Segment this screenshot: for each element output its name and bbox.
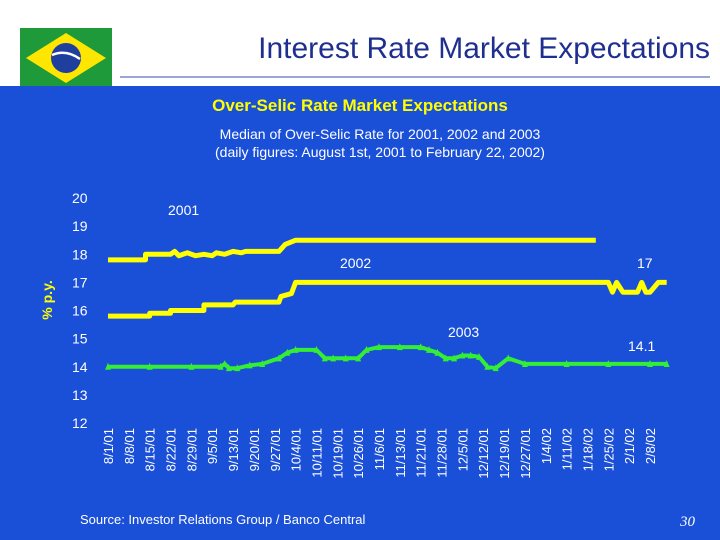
x-tick-label: 12/19/01: [497, 428, 512, 479]
x-tick-label: 1/18/02: [580, 428, 595, 471]
series-marker-2003: [459, 351, 466, 359]
chart-title: Over-Selic Rate Market Expectations: [212, 96, 508, 115]
series-end-label-2003: 14.1: [628, 338, 655, 354]
series-label-2001: 2001: [168, 202, 199, 218]
x-tick-label: 8/15/01: [143, 428, 158, 471]
x-tick-label: 9/27/01: [268, 428, 283, 471]
x-tick-label: 10/19/01: [330, 428, 345, 479]
chart-panel: [0, 86, 720, 540]
series-marker-2003: [376, 343, 382, 351]
series-marker-2003: [417, 343, 424, 351]
series-end-label-2002: 17: [637, 255, 653, 271]
y-tick-label: 19: [72, 218, 88, 234]
series-marker-2003: [225, 364, 232, 372]
x-tick-label: 2/8/02: [643, 428, 658, 464]
x-tick-label: 8/8/01: [122, 428, 137, 464]
series-marker-2003: [330, 354, 337, 362]
x-tick-label: 10/4/01: [289, 428, 304, 471]
series-marker-2003: [146, 362, 153, 370]
series-marker-2003: [321, 354, 328, 362]
x-tick-label: 9/13/01: [226, 428, 241, 471]
series-marker-2003: [663, 359, 670, 367]
source-note: Source: Investor Relations Group / Banco…: [80, 512, 366, 527]
chart-subtitle-line1: Median of Over-Selic Rate for 2001, 2002…: [219, 126, 541, 142]
brazil-flag-icon: [20, 28, 112, 88]
chart-subtitle: Median of Over-Selic Rate for 2001, 2002…: [0, 125, 720, 161]
x-tick-label: 11/28/01: [435, 428, 450, 478]
x-tick-label: 9/20/01: [247, 428, 262, 471]
series-marker-2003: [647, 359, 653, 367]
chart-subtitle-line2: (daily figures: August 1st, 2001 to Febr…: [215, 144, 545, 160]
x-tick-label: 2/1/02: [622, 428, 637, 464]
series-marker-2003: [342, 354, 349, 362]
x-tick-label: 12/27/01: [518, 428, 533, 479]
x-tick-label: 8/29/01: [184, 428, 199, 471]
title-bar: Interest Rate Market Expectations: [0, 0, 720, 88]
y-tick-label: 18: [72, 246, 88, 262]
series-line-2001: [108, 237, 596, 263]
series-marker-2003: [521, 359, 528, 367]
series-marker-2003: [476, 352, 483, 360]
x-tick-label: 10/26/01: [351, 428, 366, 479]
y-tick-label: 15: [72, 331, 88, 347]
series-marker-2003: [442, 354, 449, 362]
x-tick-label: 8/1/01: [101, 428, 116, 464]
series-marker-2003: [434, 348, 441, 356]
x-tick-label: 1/4/02: [539, 428, 554, 464]
series-marker-2003: [355, 354, 362, 362]
x-tick-label: 1/25/02: [601, 428, 616, 471]
series-marker-2003: [426, 345, 433, 353]
x-tick-label: 12/5/01: [455, 428, 470, 471]
series-marker-2003: [259, 359, 266, 367]
series-marker-2003: [188, 362, 195, 370]
series-marker-2003: [484, 362, 491, 370]
series-marker-2003: [275, 354, 282, 362]
series-marker-2003: [217, 362, 224, 370]
series-marker-2003: [563, 359, 570, 367]
series-marker-2003: [396, 343, 403, 351]
series-marker-2003: [313, 345, 320, 353]
series-marker-2003: [284, 348, 291, 356]
x-tick-label: 8/22/01: [164, 428, 179, 471]
series-label-2003: 2003: [448, 324, 479, 340]
series-marker-2003: [492, 364, 499, 372]
series-marker-2003: [467, 351, 474, 359]
x-tick-label: 1/11/02: [560, 428, 575, 470]
series-marker-2003: [451, 354, 458, 362]
page-title: Interest Rate Market Expectations: [258, 32, 710, 65]
x-tick-label: 11/21/01: [414, 428, 429, 478]
y-tick-label: 13: [72, 387, 88, 403]
series-label-2002: 2002: [340, 255, 371, 271]
y-axis-label: % p.y.: [39, 280, 55, 319]
y-tick-label: 14: [72, 359, 88, 375]
x-tick-label: 11/13/01: [393, 428, 408, 478]
series-line-2002: [108, 279, 667, 319]
series-marker-2003: [363, 345, 370, 353]
series-marker-2003: [221, 359, 228, 367]
page-number: 30: [680, 514, 695, 530]
x-tick-label: 11/6/01: [372, 428, 387, 470]
y-tick-label: 17: [72, 274, 88, 290]
y-tick-label: 20: [72, 190, 88, 206]
x-tick-label: 12/12/01: [476, 428, 491, 479]
series-marker-2003: [605, 359, 612, 367]
series-marker-2003: [505, 354, 512, 362]
series-marker-2003: [246, 361, 253, 369]
x-tick-label: 9/5/01: [205, 428, 220, 464]
title-divider: [120, 76, 710, 78]
y-tick-label: 16: [72, 303, 88, 319]
series-marker-2003: [292, 345, 299, 353]
series-marker-2003: [105, 362, 111, 370]
series-marker-2003: [234, 364, 241, 372]
y-tick-label: 12: [72, 415, 88, 431]
x-tick-label: 10/11/01: [309, 428, 324, 478]
